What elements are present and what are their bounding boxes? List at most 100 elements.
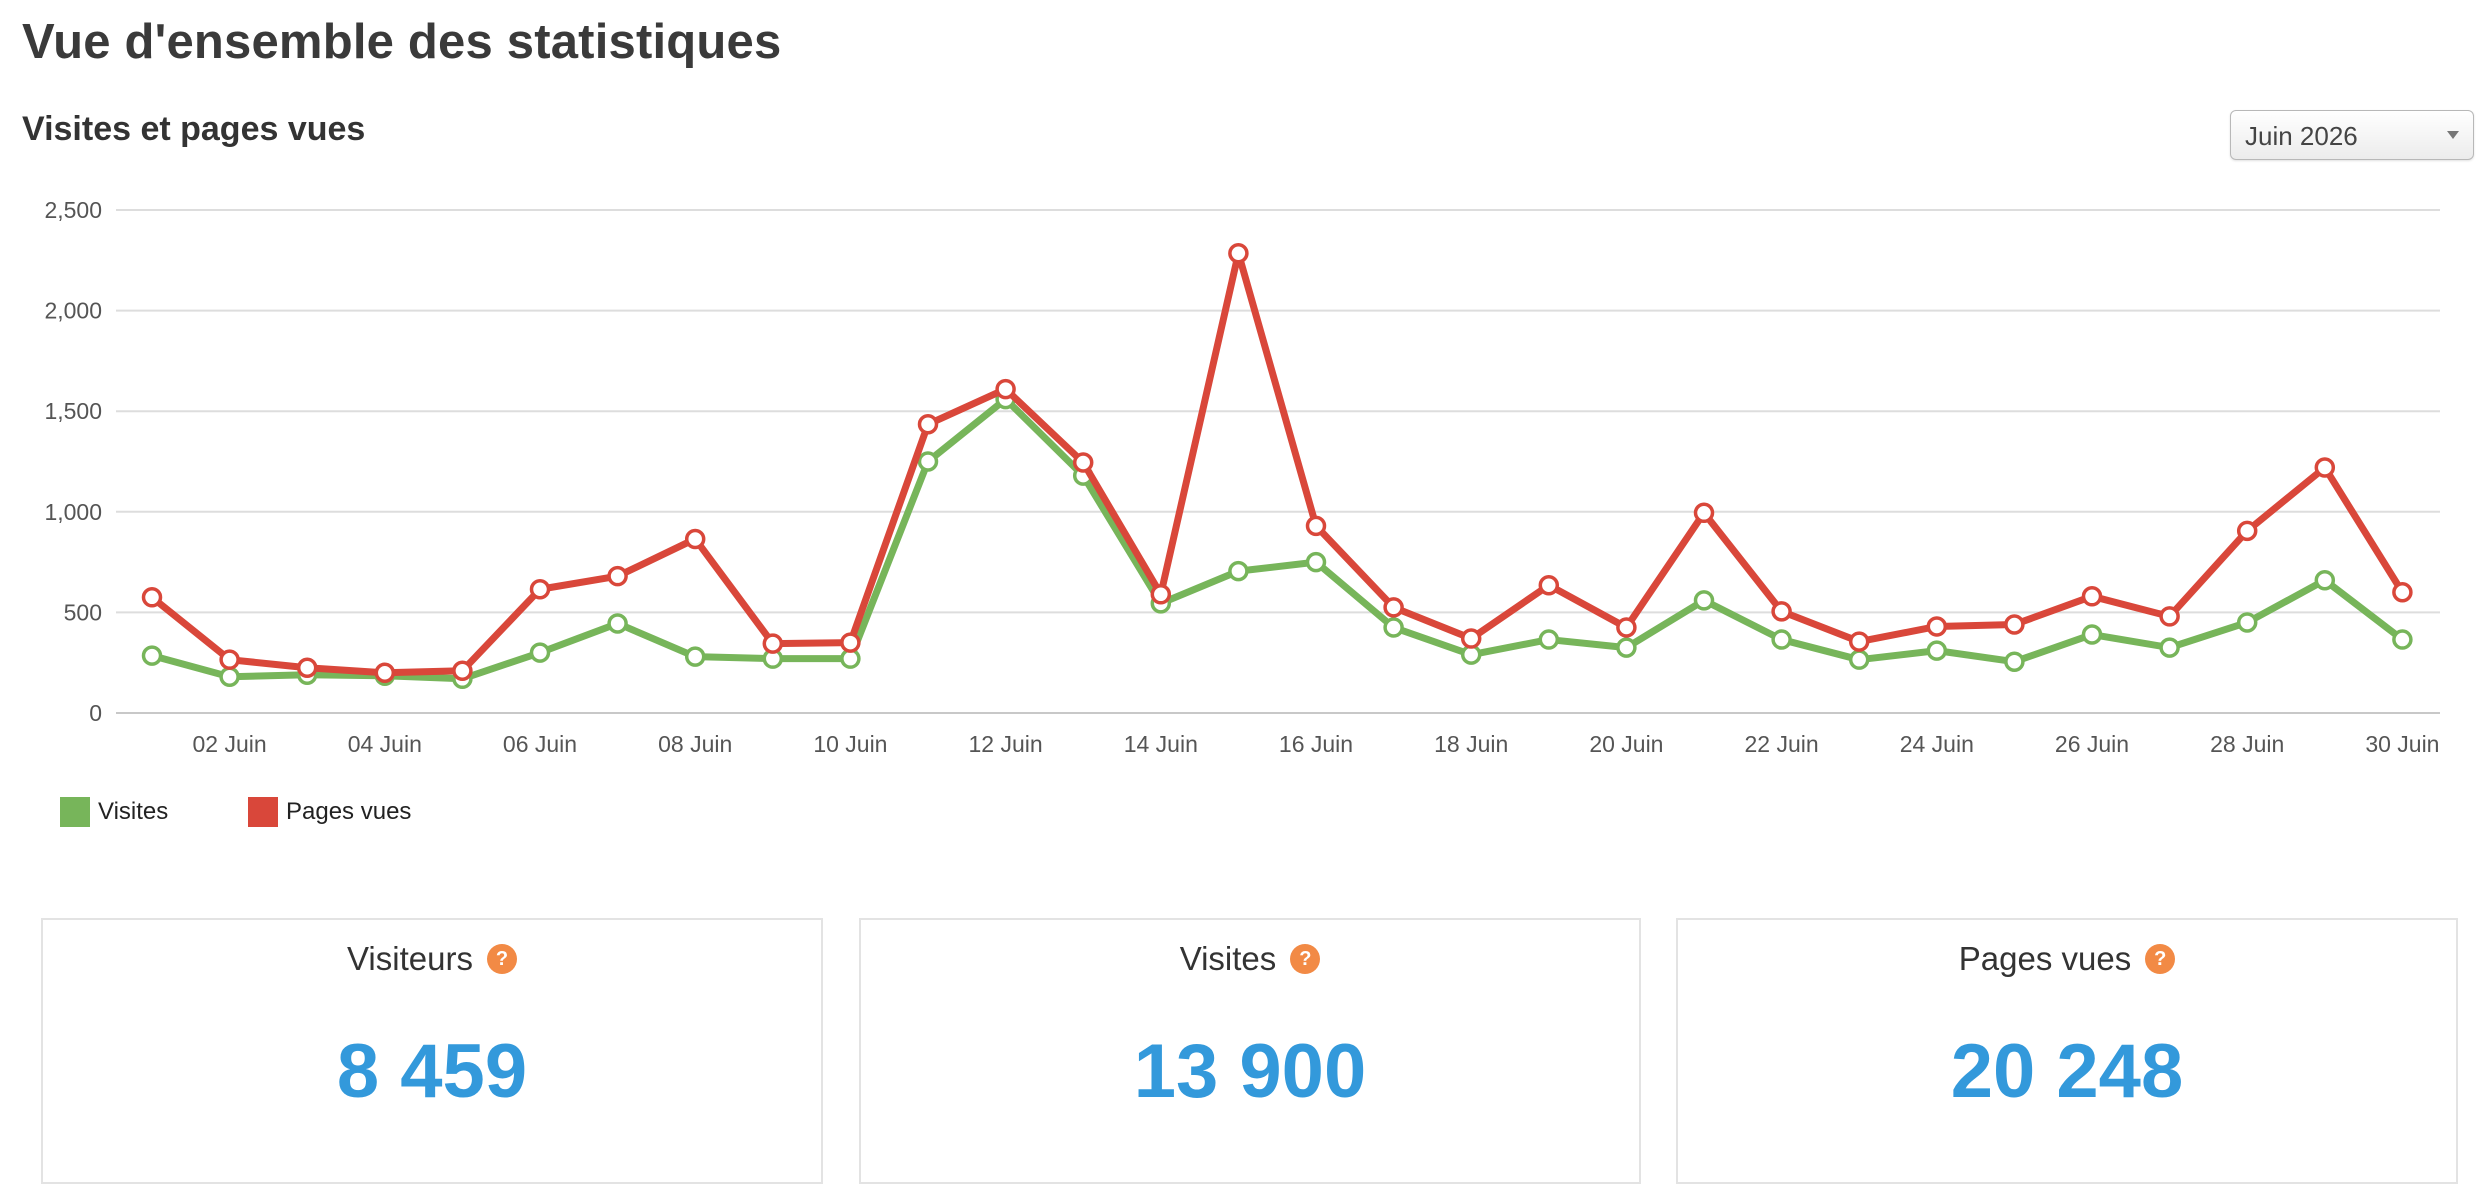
card-title: Pages vues	[1958, 940, 2132, 977]
data-point	[529, 579, 551, 600]
data-point	[1305, 551, 1327, 573]
card-pages-vues: Pages vues? 20 248	[1676, 918, 2458, 1184]
series-pages-vues	[141, 243, 2413, 684]
data-point	[2159, 637, 2180, 658]
y-axis-ticks: 0 500 1,000 1,500 2,000 2,500	[44, 197, 102, 726]
x-tick-label: 20 Juin	[1589, 731, 1663, 757]
data-point	[917, 414, 939, 435]
x-tick-label: 18 Juin	[1434, 731, 1508, 757]
data-point	[1460, 628, 1482, 649]
card-value: 8 459	[336, 1029, 528, 1114]
data-point	[1926, 640, 1948, 661]
card-title: Visiteurs	[347, 940, 473, 977]
data-point	[219, 649, 240, 670]
card-value: 13 900	[1133, 1029, 1367, 1114]
data-point	[2314, 569, 2336, 591]
x-axis-ticks: 02 Juin 04 Juin 06 Juin 08 Juin 10 Juin 12 Ju…	[193, 731, 2440, 757]
y-tick-label: 2,500	[44, 197, 102, 223]
data-point	[1228, 560, 1249, 582]
data-point	[1693, 502, 1715, 524]
data-point	[1072, 452, 1094, 473]
data-point	[684, 528, 706, 550]
data-point	[1305, 515, 1327, 537]
x-tick-label: 22 Juin	[1745, 731, 1819, 757]
data-point	[2004, 651, 2025, 672]
series-line	[148, 395, 2406, 683]
data-point	[1848, 649, 1870, 670]
x-tick-label: 02 Juin	[193, 731, 267, 757]
y-tick-label: 500	[64, 599, 102, 625]
chart-series	[141, 243, 2413, 690]
data-point	[1538, 629, 1560, 650]
series-visites	[141, 388, 2413, 690]
page-title: Vue d'ensemble des statistiques	[22, 15, 782, 69]
card-visiteurs: Visiteurs? 8 459	[41, 918, 823, 1184]
x-tick-label: 28 Juin	[2210, 731, 2284, 757]
help-icon[interactable]: ?	[486, 944, 517, 974]
legend-label-visites: Visites	[98, 798, 169, 825]
data-point	[1848, 631, 1870, 652]
period-select-value: Juin 2026	[2245, 121, 2358, 151]
data-point	[529, 642, 551, 663]
chevron-down-icon	[2447, 131, 2459, 139]
data-point	[1538, 574, 1560, 596]
data-point	[2081, 624, 2103, 645]
data-point	[141, 587, 163, 608]
x-tick-label: 16 Juin	[1279, 731, 1353, 757]
data-point	[452, 660, 473, 681]
data-point	[1616, 617, 1637, 638]
legend-swatch-visites	[60, 797, 90, 827]
data-point	[1383, 617, 1404, 638]
x-tick-label: 24 Juin	[1900, 731, 1974, 757]
data-point	[1383, 597, 1404, 618]
help-icon[interactable]: ?	[2145, 944, 2176, 974]
data-point	[374, 662, 396, 684]
data-point	[219, 666, 240, 688]
card-title: Visites	[1179, 940, 1277, 977]
data-point	[2004, 614, 2025, 635]
data-point	[684, 646, 706, 667]
card-value: 20 248	[1950, 1029, 2184, 1114]
data-point	[296, 657, 318, 678]
chart-section-title: Visites et pages vues	[22, 110, 366, 148]
data-point	[1616, 637, 1637, 658]
data-point	[141, 645, 163, 666]
data-point	[1771, 601, 1792, 622]
data-point	[917, 451, 939, 472]
x-tick-label: 26 Juin	[2055, 731, 2129, 757]
data-point	[1228, 243, 1249, 264]
y-tick-label: 1,000	[44, 499, 102, 525]
data-point	[607, 613, 628, 634]
legend-swatch-pages-vues	[248, 797, 278, 827]
data-point	[840, 632, 861, 653]
data-point	[2236, 520, 2258, 542]
data-point	[607, 565, 628, 587]
data-point	[2159, 606, 2180, 627]
data-point	[1693, 590, 1715, 611]
x-tick-label: 14 Juin	[1124, 731, 1198, 757]
help-icon[interactable]: ?	[1290, 944, 1321, 974]
data-point	[2392, 582, 2413, 603]
series-line	[148, 249, 2406, 677]
x-tick-label: 04 Juin	[348, 731, 422, 757]
x-tick-label: 08 Juin	[658, 731, 732, 757]
data-point	[2314, 457, 2336, 478]
y-tick-label: 2,000	[44, 298, 102, 324]
x-tick-label: 30 Juin	[2365, 731, 2439, 757]
x-tick-label: 06 Juin	[503, 731, 577, 757]
card-visites: Visites? 13 900	[859, 918, 1641, 1184]
data-point	[2081, 586, 2103, 607]
period-select[interactable]: Juin 2026	[2230, 110, 2474, 160]
y-tick-label: 0	[89, 700, 102, 726]
data-point	[1150, 584, 1172, 605]
x-tick-label: 10 Juin	[813, 731, 887, 757]
data-point	[1771, 629, 1792, 650]
data-point	[762, 633, 784, 654]
data-point	[2236, 612, 2258, 633]
legend-label-pages-vues: Pages vues	[286, 798, 412, 825]
data-point	[995, 378, 1016, 400]
data-point	[1926, 616, 1948, 637]
x-tick-label: 12 Juin	[969, 731, 1043, 757]
data-point	[2392, 629, 2413, 650]
